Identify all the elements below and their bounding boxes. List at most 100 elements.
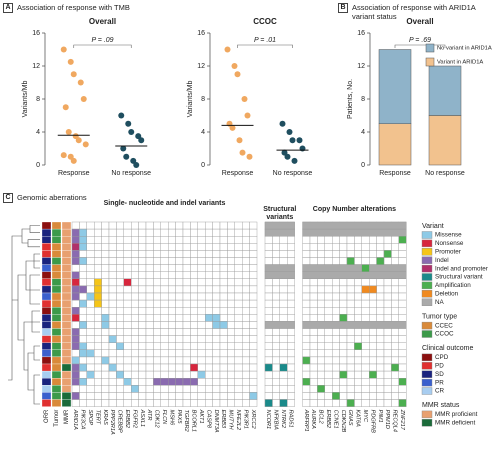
- grid-cell: [197, 321, 206, 329]
- na-row: [302, 228, 407, 237]
- point: [130, 157, 137, 164]
- grid-cell: [309, 399, 318, 407]
- grid-cell: [71, 264, 80, 272]
- grid-cell: [391, 292, 399, 301]
- grid-cell: [309, 378, 318, 386]
- grid-cell: [153, 385, 161, 393]
- grid-cell: [279, 349, 288, 358]
- grid-cell: [167, 370, 176, 379]
- grid-cell: [264, 392, 273, 400]
- grid-cell: [234, 271, 243, 280]
- annotation-cell: [51, 228, 62, 237]
- panel-header: B Association of response with ARID1A var…: [338, 3, 488, 21]
- grid-cell: [101, 243, 110, 251]
- grid-cell: [324, 356, 333, 365]
- grid-cell: [145, 378, 154, 386]
- grid-cell: [182, 335, 191, 343]
- grid-cell: [332, 235, 340, 244]
- grid-cell: [86, 271, 95, 280]
- grid-cell: [287, 299, 295, 308]
- annotation-cell: [41, 363, 52, 372]
- grid-cell: [272, 385, 280, 393]
- legend-label: Variant in ARID1A: [437, 60, 483, 66]
- legend-label: Indel and promoter: [435, 265, 488, 272]
- grid-cell: [167, 299, 176, 308]
- variant-cell: [71, 370, 80, 379]
- grid-cell: [241, 250, 250, 258]
- grid-cell: [332, 307, 340, 315]
- grid-cell: [234, 299, 243, 308]
- grid-cell: [138, 221, 147, 230]
- grid-cell: [361, 307, 370, 315]
- grid-cell: [332, 342, 340, 351]
- grid-cell: [272, 292, 280, 301]
- grid-cell: [354, 307, 362, 315]
- grid-cell: [398, 385, 407, 393]
- x-tick-label: No response: [425, 170, 465, 177]
- legend-label: CCOC: [435, 331, 454, 338]
- annotation-cell: [51, 378, 62, 386]
- grid-cell: [241, 264, 250, 272]
- grid-cell: [354, 278, 362, 287]
- grid-cell: [287, 278, 295, 287]
- annotation-cell: [61, 228, 72, 237]
- grid-cell: [197, 349, 206, 358]
- grid-cell: [324, 342, 333, 351]
- grid-cell: [249, 356, 258, 365]
- variant-cell: [264, 363, 273, 372]
- grid-cell: [317, 370, 325, 379]
- annotation-cell: [51, 278, 62, 287]
- grid-cell: [272, 399, 280, 407]
- grid-cell: [130, 321, 139, 329]
- grid-cell: [212, 250, 221, 258]
- variant-cell: [190, 378, 198, 386]
- grid-cell: [249, 399, 258, 407]
- annotation-label: MMR: [64, 409, 70, 424]
- grid-cell: [287, 328, 295, 336]
- annotation-cell: [41, 385, 52, 393]
- variant-cell: [116, 370, 125, 379]
- grid-cell: [86, 399, 95, 407]
- grid-cell: [332, 278, 340, 287]
- grid-cell: [123, 392, 132, 400]
- grid-cell: [332, 370, 340, 379]
- grid-cell: [398, 307, 407, 315]
- grid-cell: [212, 228, 221, 237]
- grid-cell: [302, 385, 311, 393]
- grid-cell: [302, 370, 311, 379]
- grid-cell: [86, 228, 95, 237]
- grid-cell: [138, 370, 147, 379]
- gene-label: ATR: [146, 409, 152, 421]
- grid-cell: [287, 257, 295, 265]
- grid-cell: [369, 363, 377, 372]
- y-tick-label: 12: [197, 63, 205, 70]
- grid-cell: [234, 370, 243, 379]
- gene-label: CDKN2B: [340, 410, 346, 433]
- grid-cell: [234, 363, 243, 372]
- grid-cell: [279, 299, 288, 308]
- grid-cell: [116, 221, 125, 230]
- grid-cell: [167, 321, 176, 329]
- grid-cell: [212, 264, 221, 272]
- grid-cell: [116, 264, 125, 272]
- grid-cell: [302, 314, 311, 322]
- grid-cell: [234, 292, 243, 301]
- grid-cell: [227, 335, 235, 343]
- grid-cell: [391, 328, 399, 336]
- grid-cell: [346, 356, 355, 365]
- grid-cell: [272, 243, 280, 251]
- grid-cell: [175, 356, 184, 365]
- grid-cell: [86, 314, 95, 322]
- grid-cell: [175, 221, 184, 230]
- legend-swatch: [421, 353, 433, 362]
- grid-cell: [190, 271, 198, 280]
- grid-cell: [234, 264, 243, 272]
- grid-cell: [383, 314, 392, 322]
- grid-cell: [227, 257, 235, 265]
- grid-cell: [317, 314, 325, 322]
- grid-cell: [391, 349, 399, 358]
- grid-cell: [93, 385, 102, 393]
- legend-swatch: [425, 43, 435, 53]
- grid-cell: [339, 299, 348, 308]
